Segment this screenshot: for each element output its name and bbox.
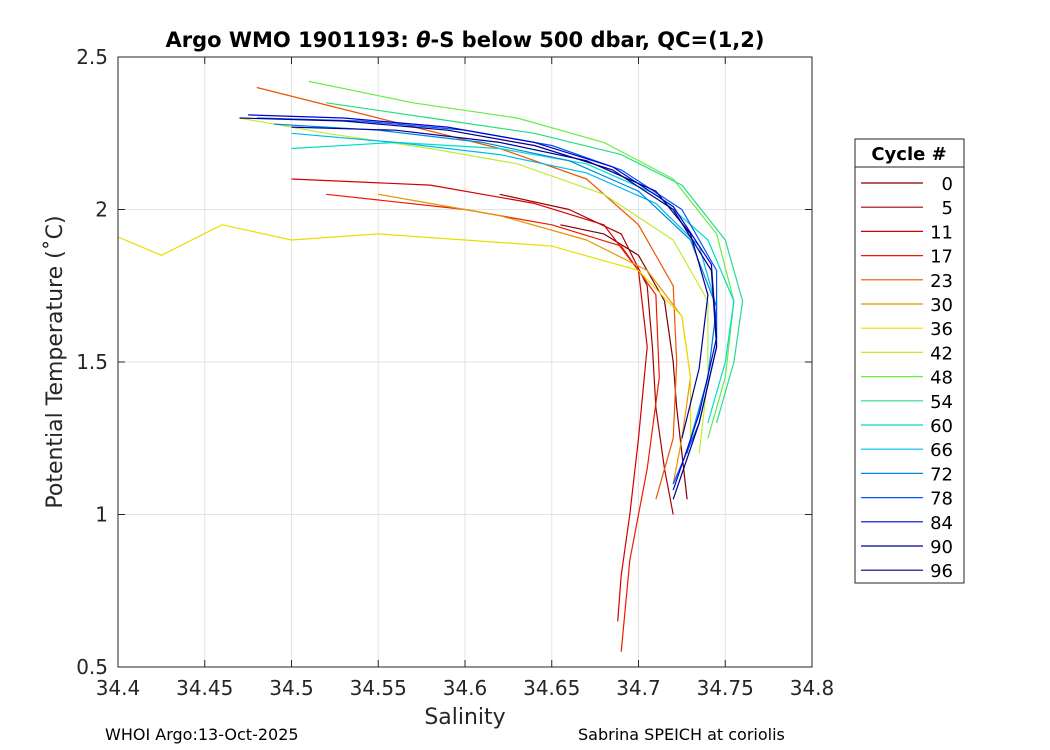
series-line-cycle-60 xyxy=(291,141,735,424)
legend-label: 72 xyxy=(930,464,953,485)
series-line-cycle-36 xyxy=(117,224,692,439)
series-line-cycle-5 xyxy=(499,193,674,515)
legend-label: 54 xyxy=(930,392,953,413)
axis-ticks: 34.4 34.45 34.5 34.55 34.6 34.65 34.7 34.75 34.8… xyxy=(76,45,834,700)
footer-credit-left: WHOI Argo:13-Oct-2025 xyxy=(105,725,299,744)
x-axis-label: Salinity xyxy=(424,705,505,730)
legend-label: 30 xyxy=(930,295,953,316)
x-tick-label: 34.7 xyxy=(616,676,661,700)
y-tick-label: 0.5 xyxy=(76,655,108,679)
legend-label: 90 xyxy=(930,537,953,558)
series-line-cycle-96 xyxy=(239,117,718,500)
series-line-cycle-11 xyxy=(291,178,648,622)
legend-title: Cycle # xyxy=(871,144,946,165)
legend-label: 0 xyxy=(942,174,953,195)
series-line-cycle-90 xyxy=(291,126,709,439)
legend-items: 0 5 11 17 23 30 36 42 48 54 60 66 72 78 84 90 96 xyxy=(861,174,953,582)
legend-label: 84 xyxy=(930,513,953,534)
legend-label: 17 xyxy=(930,247,953,268)
x-tick-label: 34.6 xyxy=(443,676,488,700)
y-tick-label: 1.5 xyxy=(76,350,108,374)
series-line-cycle-84 xyxy=(248,114,718,491)
y-axis-label: Potential Temperature (˚C) xyxy=(43,215,68,508)
chart-title: Argo WMO 1901193: θ-S below 500 dbar, QC… xyxy=(165,28,764,52)
legend-label: 96 xyxy=(930,561,953,582)
series-line-cycle-72 xyxy=(274,123,718,454)
x-tick-label: 34.4 xyxy=(96,676,141,700)
series-layer xyxy=(117,80,744,652)
legend-label: 11 xyxy=(930,222,953,243)
legend-label: 78 xyxy=(930,489,953,510)
legend-box xyxy=(854,138,965,584)
legend-label: 36 xyxy=(930,319,953,340)
series-line-cycle-54 xyxy=(326,102,744,424)
series-line-cycle-42 xyxy=(239,117,709,454)
x-tick-label: 34.55 xyxy=(350,676,407,700)
legend-label: 60 xyxy=(930,416,953,437)
legend-label: 23 xyxy=(930,271,953,292)
x-tick-label: 34.8 xyxy=(790,676,835,700)
y-tick-label: 1 xyxy=(95,503,108,527)
y-tick-label: 2.5 xyxy=(76,45,108,69)
legend: Cycle # 0 5 11 17 23 30 36 42 48 54 60 66 72 78 84 90 96 xyxy=(854,138,965,584)
footer-credit-right: Sabrina SPEICH at coriolis xyxy=(578,725,785,744)
x-tick-label: 34.45 xyxy=(176,676,233,700)
x-tick-label: 34.65 xyxy=(523,676,580,700)
chart-title-theta: θ xyxy=(416,28,430,52)
y-tick-label: 2 xyxy=(95,198,108,222)
chart-title-suffix: -S below 500 dbar, QC=(1,2) xyxy=(431,28,765,52)
series-line-cycle-30 xyxy=(378,193,692,485)
legend-label: 66 xyxy=(930,440,953,461)
legend-label: 42 xyxy=(930,343,953,364)
x-tick-label: 34.75 xyxy=(697,676,754,700)
legend-label: 5 xyxy=(942,198,953,219)
series-line-cycle-48 xyxy=(308,80,735,439)
chart-title-prefix: Argo WMO 1901193: xyxy=(165,28,416,52)
plot-area: 34.4 34.45 34.5 34.55 34.6 34.65 34.7 34.75 34.8… xyxy=(76,45,834,700)
legend-label: 48 xyxy=(930,368,953,389)
x-tick-label: 34.5 xyxy=(269,676,314,700)
